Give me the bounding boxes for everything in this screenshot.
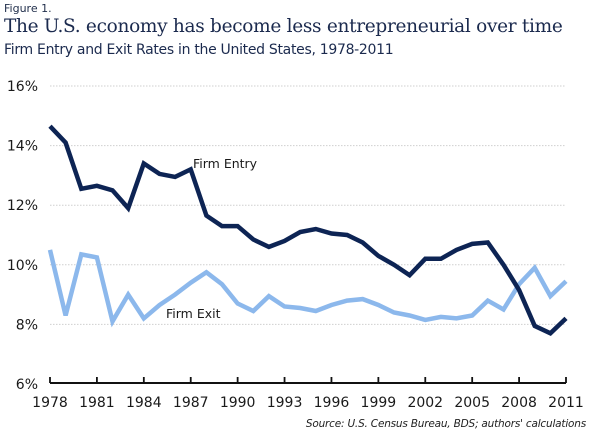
figure-label: Figure 1. [4,2,52,15]
series-annotations: Firm Entry Firm Exit [166,156,258,321]
y-tick-label: 8% [16,317,38,333]
x-tick-label: 2011 [548,395,584,411]
y-tick-label: 12% [7,198,38,214]
x-tick-label: 1999 [361,395,397,411]
series-line-firm-exit [47,249,568,328]
y-tick-label: 6% [16,377,38,393]
annotation-firm-entry: Firm Entry [193,156,258,171]
y-tick-label: 16% [7,79,38,95]
annotation-firm-exit: Firm Exit [166,306,221,321]
x-tick-label: 1987 [173,395,209,411]
x-tick-label: 1993 [267,395,303,411]
y-tick-label: 10% [7,258,38,274]
x-tick-label: 1978 [32,395,68,411]
series-lines [47,124,568,336]
x-tick-label: 1996 [314,395,350,411]
gridlines [50,85,566,325]
x-axis: 1978 1981 1984 1987 1990 1993 1996 1999 2002 2005… [32,377,584,411]
x-tick-label: 2008 [501,395,537,411]
x-tick-label: 1990 [220,395,256,411]
series-line-firm-entry [48,124,568,336]
y-tick-label: 14% [7,139,38,155]
chart-title: The U.S. economy has become less entrepr… [4,16,563,37]
x-tick-label: 1984 [126,395,162,411]
x-tick-label: 2005 [454,395,490,411]
x-tick-label: 2002 [407,395,443,411]
chart-subtitle: Firm Entry and Exit Rates in the United … [4,42,394,58]
source-note: Source: U.S. Census Bureau, BDS; authors… [305,418,586,430]
x-tick-label: 1981 [79,395,115,411]
y-axis: 6% 8% 10% 12% 14% 16% [7,79,38,393]
